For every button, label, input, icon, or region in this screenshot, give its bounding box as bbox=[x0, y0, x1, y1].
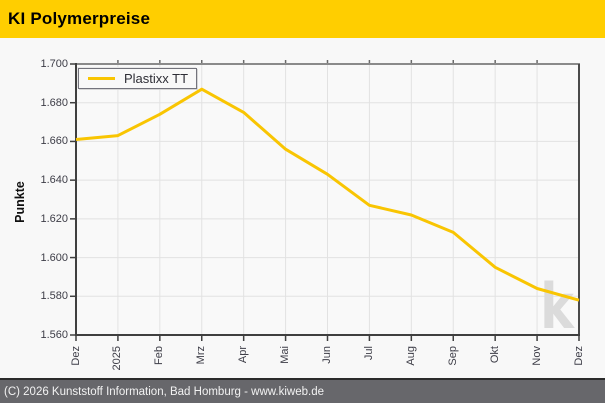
y-tick-label: 1.640 bbox=[40, 174, 68, 187]
watermark-k: k bbox=[540, 271, 575, 343]
footer: (C) 2026 Kunststoff Information, Bad Hom… bbox=[0, 378, 605, 403]
legend-label: Plastixx TT bbox=[124, 71, 189, 86]
copyright-text: (C) 2026 Kunststoff Information, Bad Hom… bbox=[4, 385, 325, 398]
y-tick-label: 1.620 bbox=[40, 212, 68, 225]
legend-line-swatch bbox=[88, 77, 115, 80]
price-line-chart: k bbox=[70, 60, 580, 343]
y-tick-label: 1.660 bbox=[40, 135, 68, 148]
y-tick-label: 1.600 bbox=[40, 251, 68, 264]
y-tick-label: 1.580 bbox=[40, 290, 68, 303]
y-tick-label: 1.680 bbox=[40, 96, 68, 109]
y-tick-label: 1.700 bbox=[40, 58, 68, 70]
app-header: KI Polymerpreise bbox=[0, 0, 605, 38]
series-plastixx-tt-line bbox=[75, 87, 580, 302]
chart-area: k Punkte Plastixx TT 1.700 1.680 1.660 1.64… bbox=[0, 38, 605, 378]
y-tick-label: 1.560 bbox=[40, 329, 68, 341]
legend: Plastixx TT bbox=[78, 68, 197, 89]
page-title: KI Polymerpreise bbox=[8, 9, 151, 28]
